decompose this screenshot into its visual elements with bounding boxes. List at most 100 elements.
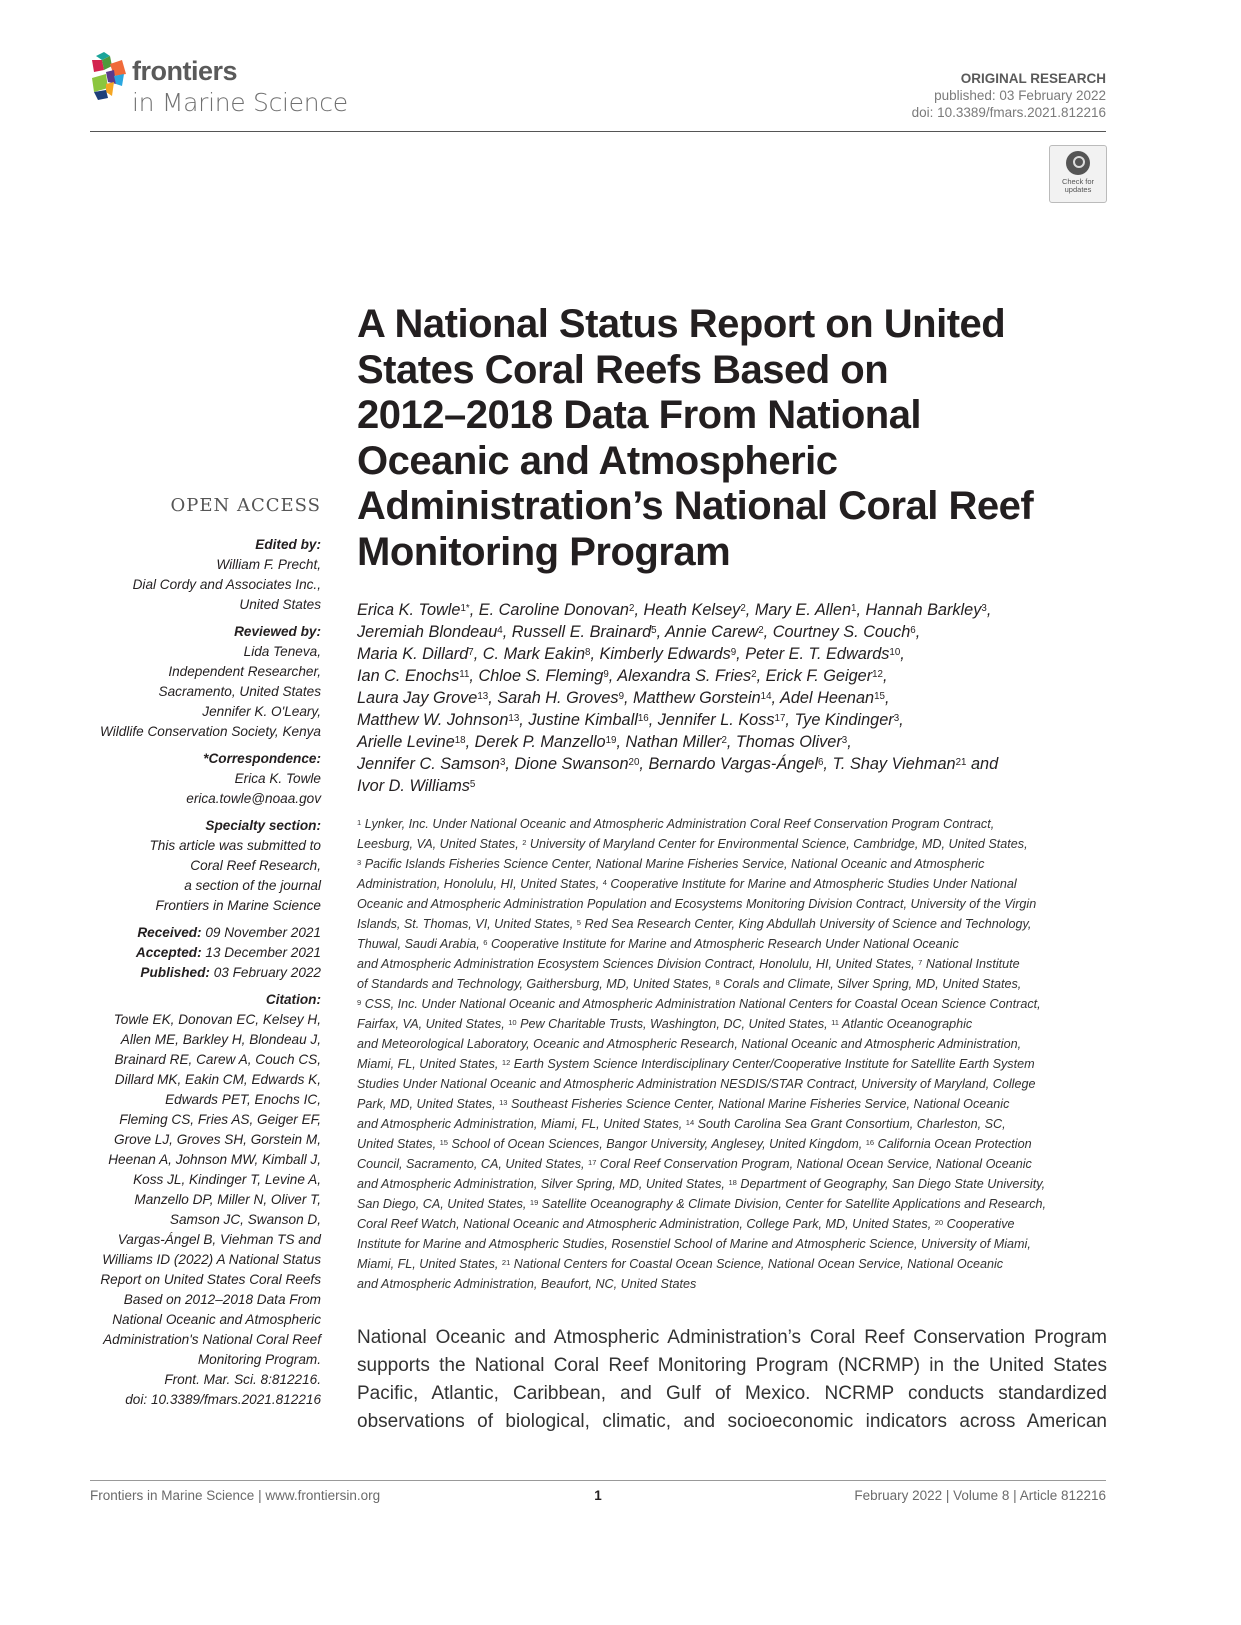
author-name: , Courtney S. Couch xyxy=(763,623,911,641)
affiliation-marker: 14 xyxy=(760,691,772,703)
affiliation-marker: 3 xyxy=(499,757,506,769)
citation-line: Koss JL, Kindinger T, Levine A, xyxy=(133,1172,321,1187)
affiliation-text: School of Ocean Sciences, Bangor Univers… xyxy=(448,1137,866,1151)
affiliation-text: Department of Geography, San Diego State… xyxy=(736,1177,1046,1191)
affiliation-text: United States, xyxy=(357,1137,440,1151)
affiliation-number: 6 xyxy=(483,938,488,948)
citation-label: Citation: xyxy=(265,992,321,1007)
affiliation-marker: 9 xyxy=(618,691,624,703)
affiliation-marker: 9 xyxy=(730,647,737,659)
affiliation-text: and Atmospheric Administration, Silver S… xyxy=(357,1177,729,1191)
affiliation-marker: 18 xyxy=(454,735,466,747)
author-line: Erica K. Towle1*, E. Caroline Donovan2, … xyxy=(357,599,1117,621)
affiliation-marker: 16 xyxy=(637,713,649,725)
affiliation-text: Thuwal, Saudi Arabia, xyxy=(357,937,484,951)
affiliation-line: and Atmospheric Administration, Beaufort… xyxy=(357,1274,1117,1294)
edited-by-line: United States xyxy=(239,597,321,612)
affiliation-line: Islands, St. Thomas, VI, United States, … xyxy=(357,914,1117,934)
affiliation-marker: 2 xyxy=(751,669,757,681)
citation-line: Heenan A, Johnson MW, Kimball J, xyxy=(108,1152,321,1167)
author-name: , Russell E. Brainard xyxy=(502,623,652,641)
affiliation-text: Cooperative Institute for Marine and Atm… xyxy=(487,937,959,951)
affiliation-marker: 1* xyxy=(460,603,470,615)
affiliation-text: Miami, FL, United States, xyxy=(357,1257,502,1271)
author-line: Laura Jay Grove13, Sarah H. Groves9, Mat… xyxy=(357,687,1117,709)
footer-journal-link[interactable]: Frontiers in Marine Science | www.fronti… xyxy=(90,1488,381,1503)
affiliation-line: Institute for Marine and Atmospheric Stu… xyxy=(357,1234,1117,1254)
affiliation-text: Southeast Fisheries Science Center, Nati… xyxy=(507,1097,1010,1111)
affiliation-number: 18 xyxy=(728,1178,737,1188)
header-divider xyxy=(90,131,1106,132)
affiliation-number: 13 xyxy=(499,1098,508,1108)
author-name: Jennifer C. Samson xyxy=(357,755,500,773)
author-name: Laura Jay Grove xyxy=(357,689,478,707)
affiliation-line: Fairfax, VA, United States, 10 Pew Chari… xyxy=(357,1014,1117,1034)
abstract-line: Pacific, Atlantic, Caribbean, and Gulf o… xyxy=(357,1383,1107,1404)
specialty-section-line: Frontiers in Marine Science xyxy=(155,898,321,913)
date-value: 13 December 2021 xyxy=(205,945,321,960)
affiliation-marker: 19 xyxy=(605,735,617,747)
author-name: , Jennifer L. Koss xyxy=(648,711,775,729)
dates: Received: 09 November 2021 Accepted: 13 D… xyxy=(90,923,321,983)
reviewed-by-line: Sacramento, United States xyxy=(158,684,321,699)
affiliation-number: 12 xyxy=(501,1058,511,1068)
author-name: , C. Mark Eakin xyxy=(473,645,586,663)
affiliation-marker: 10 xyxy=(889,647,901,659)
citation-line: Administration's National Coral Reef xyxy=(103,1332,321,1347)
author-name: , Bernardo Vargas-Ángel xyxy=(639,755,818,773)
author-name: Matthew W. Johnson xyxy=(357,711,509,729)
title-line: A National Status Report on United xyxy=(357,302,1006,346)
affiliation-number: 15 xyxy=(439,1138,449,1148)
doi[interactable]: doi: 10.3389/fmars.2021.812216 xyxy=(911,105,1106,120)
citation-line: Monitoring Program. xyxy=(197,1352,321,1367)
footer-issue-info: February 2022 | Volume 8 | Article 81221… xyxy=(854,1488,1106,1503)
affiliation-text: University of Maryland Center for Enviro… xyxy=(526,837,1028,851)
affiliation-text: Cooperative Institute for Marine and Atm… xyxy=(606,877,1017,891)
affiliation-text: of Standards and Technology, Gaithersbur… xyxy=(357,977,716,991)
affiliation-line: 3 Pacific Islands Fisheries Science Cent… xyxy=(357,854,1117,874)
affiliation-number: 10 xyxy=(508,1018,517,1028)
affiliation-text: Council, Sacramento, CA, United States, xyxy=(357,1157,588,1171)
affiliation-number: 21 xyxy=(501,1258,511,1268)
affiliation-marker: 7 xyxy=(468,647,474,659)
affiliation-number: 20 xyxy=(934,1218,944,1228)
affiliation-number: 1 xyxy=(357,818,362,828)
crossmark-icon xyxy=(1066,151,1090,175)
edited-by-label: Edited by: xyxy=(255,537,321,552)
author-name: , xyxy=(884,689,890,707)
affiliation-marker: 20 xyxy=(628,757,640,769)
logo-wordmark: frontiers xyxy=(132,56,238,86)
author-name: , Sarah H. Groves xyxy=(488,689,619,707)
affiliation-line: Studies Under National Oceanic and Atmos… xyxy=(357,1074,1117,1094)
affiliation-number: 9 xyxy=(357,998,362,1008)
reviewed-by-line: Lida Teneva, xyxy=(243,644,321,659)
author-name: , Erick F. Geiger xyxy=(756,667,873,685)
author-name: , T. Shay Viehman xyxy=(823,755,956,773)
affiliation-marker: 13 xyxy=(477,691,489,703)
author-line: Ian C. Enochs11, Chloe S. Fleming9, Alex… xyxy=(357,665,1117,687)
citation-line: Towle EK, Donovan EC, Kelsey H, xyxy=(113,1012,321,1027)
affiliation-text: and Atmospheric Administration Ecosystem… xyxy=(357,957,919,971)
date-value: 03 February 2022 xyxy=(213,965,321,980)
citation-line: Front. Mar. Sci. 8:812216. xyxy=(164,1372,321,1387)
specialty-section-line: Coral Reef Research, xyxy=(190,858,321,873)
affiliation-marker: 8 xyxy=(585,647,591,659)
affiliation-line: 9 CSS, Inc. Under National Oceanic and A… xyxy=(357,994,1117,1014)
citation-line: National Oceanic and Atmospheric xyxy=(112,1312,321,1327)
article-title: A National Status Report on United States… xyxy=(357,302,1117,575)
affiliation-line: Council, Sacramento, CA, United States, … xyxy=(357,1154,1117,1174)
affiliation-line: Miami, FL, United States, 12 Earth Syste… xyxy=(357,1054,1117,1074)
citation-line: Grove LJ, Groves SH, Gorstein M, xyxy=(114,1132,321,1147)
date-label: Accepted: xyxy=(135,945,202,960)
affiliation-number: 8 xyxy=(715,978,720,988)
author-name: Ivor D. Williams xyxy=(357,777,470,795)
date-row: Published: 03 February 2022 xyxy=(90,963,321,983)
author-name: , E. Caroline Donovan xyxy=(469,601,629,619)
citation-line: Williams ID (2022) A National Status xyxy=(102,1252,321,1267)
author-name: , Tye Kindinger xyxy=(785,711,894,729)
author-name: , Heath Kelsey xyxy=(634,601,741,619)
check-for-updates-button[interactable]: Check for updates xyxy=(1049,145,1107,203)
page-number: 1 xyxy=(594,1488,602,1503)
journal-logo[interactable]: frontiers in Marine Science xyxy=(90,50,370,120)
author-name: , Dione Swanson xyxy=(505,755,629,773)
